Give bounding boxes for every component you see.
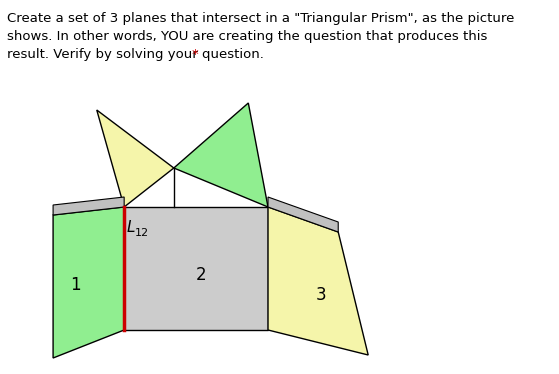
Polygon shape xyxy=(53,197,124,215)
Polygon shape xyxy=(174,103,268,207)
Polygon shape xyxy=(268,207,368,355)
Polygon shape xyxy=(268,197,338,232)
Text: 12: 12 xyxy=(135,228,149,238)
Text: Create a set of 3 planes that intersect in a "Triangular Prism", as the picture: Create a set of 3 planes that intersect … xyxy=(7,12,514,25)
Text: 1: 1 xyxy=(70,276,80,294)
Text: result. Verify by solving your question.: result. Verify by solving your question. xyxy=(7,48,268,61)
Text: 3: 3 xyxy=(316,286,326,304)
Polygon shape xyxy=(53,207,124,358)
Text: *: * xyxy=(191,48,198,61)
Text: 2: 2 xyxy=(196,266,206,284)
Text: L: L xyxy=(127,220,135,235)
Polygon shape xyxy=(124,207,268,330)
Polygon shape xyxy=(97,110,174,207)
Text: shows. In other words, YOU are creating the question that produces this: shows. In other words, YOU are creating … xyxy=(7,30,487,43)
